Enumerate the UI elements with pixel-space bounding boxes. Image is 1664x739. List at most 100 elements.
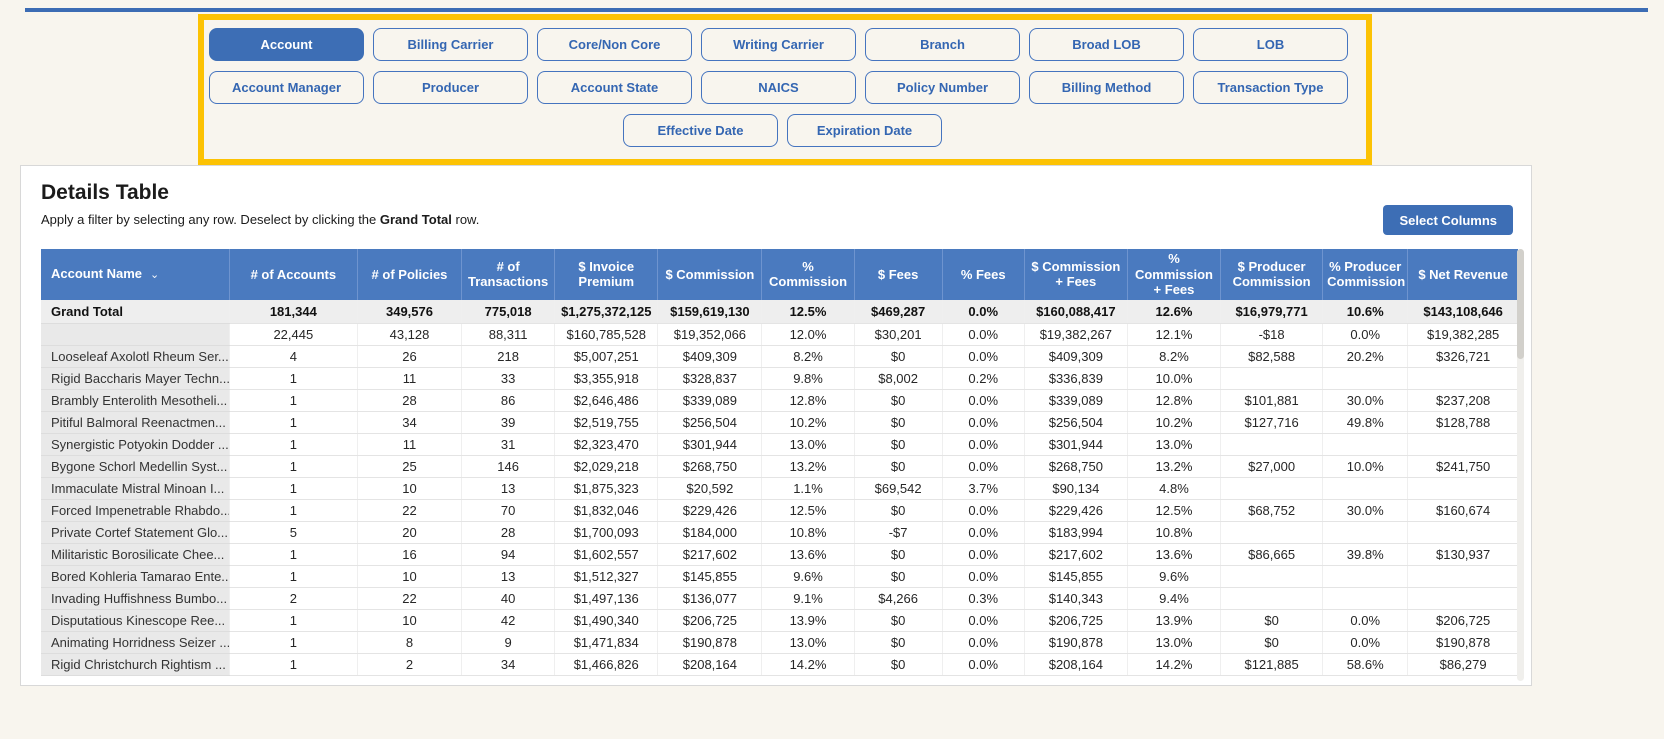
sort-chevron-icon: ⌄ — [150, 269, 159, 281]
filter-button-expiration-date[interactable]: Expiration Date — [787, 114, 942, 147]
value-cell — [1408, 434, 1518, 456]
value-cell: 14.2% — [762, 654, 854, 676]
value-cell — [1408, 478, 1518, 500]
value-cell: 2 — [229, 588, 357, 610]
table-row[interactable]: Forced Impenetrable Rhabdo...12270$1,832… — [41, 500, 1518, 522]
filter-button-account-manager[interactable]: Account Manager — [209, 71, 364, 104]
filter-button-account[interactable]: Account — [209, 28, 364, 61]
filter-row: Effective Date Expiration Date — [209, 114, 1356, 147]
column-header--invoice-premium[interactable]: $ Invoice Premium — [555, 249, 658, 300]
column-header--of-policies[interactable]: # of Policies — [357, 249, 461, 300]
table-row[interactable]: Pitiful Balmoral Reenactmen...13439$2,51… — [41, 412, 1518, 434]
table-row[interactable]: Bygone Schorl Medellin Syst...125146$2,0… — [41, 456, 1518, 478]
table-row[interactable]: Private Cortef Statement Glo...52028$1,7… — [41, 522, 1518, 544]
value-cell: $5,007,251 — [555, 346, 658, 368]
table-row[interactable]: Disputatious Kinescope Ree...11042$1,490… — [41, 610, 1518, 632]
account-name-cell: Bygone Schorl Medellin Syst... — [41, 456, 229, 478]
table-instructions: Apply a filter by selecting any row. Des… — [41, 212, 1531, 227]
value-cell: $217,602 — [1024, 544, 1127, 566]
value-cell: $101,881 — [1221, 390, 1323, 412]
column-header-account-name[interactable]: Account Name⌄ — [41, 249, 229, 300]
column-header--fees[interactable]: $ Fees — [854, 249, 942, 300]
column-header--commission-fees[interactable]: % Commission + Fees — [1127, 249, 1220, 300]
value-cell: 9 — [462, 632, 555, 654]
grand-total-row[interactable]: Grand Total181,344349,576775,018$1,275,3… — [41, 300, 1518, 324]
value-cell: 0.0% — [942, 500, 1024, 522]
filter-button-producer[interactable]: Producer — [373, 71, 528, 104]
instructions-bold-text: Grand Total — [380, 212, 452, 227]
value-cell: $0 — [854, 566, 942, 588]
column-header--commission-fees[interactable]: $ Commission + Fees — [1024, 249, 1127, 300]
filter-button-branch[interactable]: Branch — [865, 28, 1020, 61]
value-cell: 33 — [462, 368, 555, 390]
value-cell: 39 — [462, 412, 555, 434]
value-cell — [1323, 368, 1408, 390]
table-row[interactable]: Synergistic Potyokin Dodder ...11131$2,3… — [41, 434, 1518, 456]
value-cell: 0.0% — [1323, 632, 1408, 654]
column-header--commission[interactable]: $ Commission — [658, 249, 762, 300]
value-cell: 218 — [462, 346, 555, 368]
filter-button-naics[interactable]: NAICS — [701, 71, 856, 104]
value-cell: $30,201 — [854, 324, 942, 346]
select-columns-button[interactable]: Select Columns — [1383, 205, 1513, 235]
value-cell: $183,994 — [1024, 522, 1127, 544]
table-row[interactable]: Rigid Baccharis Mayer Techn...11133$3,35… — [41, 368, 1518, 390]
filter-button-core-non-core[interactable]: Core/Non Core — [537, 28, 692, 61]
table-row[interactable]: Immaculate Mistral Minoan I...11013$1,87… — [41, 478, 1518, 500]
value-cell: 3.7% — [942, 478, 1024, 500]
filter-button-account-state[interactable]: Account State — [537, 71, 692, 104]
table-row[interactable]: Rigid Christchurch Rightism ...1234$1,46… — [41, 654, 1518, 676]
value-cell: $2,323,470 — [555, 434, 658, 456]
value-cell: 1.1% — [762, 478, 854, 500]
value-cell: 0.0% — [942, 566, 1024, 588]
filter-button-billing-method[interactable]: Billing Method — [1029, 71, 1184, 104]
table-row[interactable]: Brambly Enterolith Mesotheli...12886$2,6… — [41, 390, 1518, 412]
filter-button-billing-carrier[interactable]: Billing Carrier — [373, 28, 528, 61]
value-cell: $1,832,046 — [555, 500, 658, 522]
value-cell: $0 — [854, 632, 942, 654]
column-header--fees[interactable]: % Fees — [942, 249, 1024, 300]
value-cell: 10.0% — [1323, 456, 1408, 478]
value-cell: 0.0% — [942, 324, 1024, 346]
column-header--of-transactions[interactable]: # of Transactions — [462, 249, 555, 300]
table-row[interactable]: Bored Kohleria Tamarao Ente...11013$1,51… — [41, 566, 1518, 588]
table-row[interactable]: Looseleaf Axolotl Rheum Ser...426218$5,0… — [41, 346, 1518, 368]
scrollbar-thumb[interactable] — [1517, 249, 1524, 359]
filter-button-lob[interactable]: LOB — [1193, 28, 1348, 61]
column-header--producer-commission[interactable]: $ Producer Commission — [1221, 249, 1323, 300]
value-cell: 1 — [229, 434, 357, 456]
value-cell: $206,725 — [1408, 610, 1518, 632]
filter-button-writing-carrier[interactable]: Writing Carrier — [701, 28, 856, 61]
column-header--commission[interactable]: % Commission — [762, 249, 854, 300]
details-table: Account Name⌄# of Accounts# of Policies#… — [41, 249, 1518, 676]
filter-button-effective-date[interactable]: Effective Date — [623, 114, 778, 147]
column-header--producer-commission[interactable]: % Producer Commission — [1323, 249, 1408, 300]
value-cell: $0 — [854, 610, 942, 632]
table-row[interactable]: Militaristic Borosilicate Chee...11694$1… — [41, 544, 1518, 566]
column-header--net-revenue[interactable]: $ Net Revenue — [1408, 249, 1518, 300]
table-row[interactable]: Invading Huffishness Bumbo...22240$1,497… — [41, 588, 1518, 610]
value-cell: 10.6% — [1323, 300, 1408, 324]
column-header--of-accounts[interactable]: # of Accounts — [229, 249, 357, 300]
value-cell: 9.1% — [762, 588, 854, 610]
filter-button-broad-lob[interactable]: Broad LOB — [1029, 28, 1184, 61]
value-cell: 94 — [462, 544, 555, 566]
table-row[interactable]: 22,44543,12888,311$160,785,528$19,352,06… — [41, 324, 1518, 346]
value-cell: 13.0% — [762, 434, 854, 456]
table-row[interactable]: Animating Horridness Seizer ...189$1,471… — [41, 632, 1518, 654]
value-cell — [1323, 478, 1408, 500]
value-cell: $0 — [854, 412, 942, 434]
value-cell: $1,512,327 — [555, 566, 658, 588]
value-cell: $68,752 — [1221, 500, 1323, 522]
value-cell: $256,504 — [658, 412, 762, 434]
filter-button-transaction-type[interactable]: Transaction Type — [1193, 71, 1348, 104]
value-cell: 14.2% — [1127, 654, 1220, 676]
table-scrollbar[interactable] — [1517, 249, 1524, 681]
value-cell: $159,619,130 — [658, 300, 762, 324]
value-cell — [1323, 522, 1408, 544]
value-cell: 13.2% — [762, 456, 854, 478]
value-cell: 1 — [229, 610, 357, 632]
filter-button-policy-number[interactable]: Policy Number — [865, 71, 1020, 104]
value-cell: $469,287 — [854, 300, 942, 324]
value-cell — [1221, 588, 1323, 610]
